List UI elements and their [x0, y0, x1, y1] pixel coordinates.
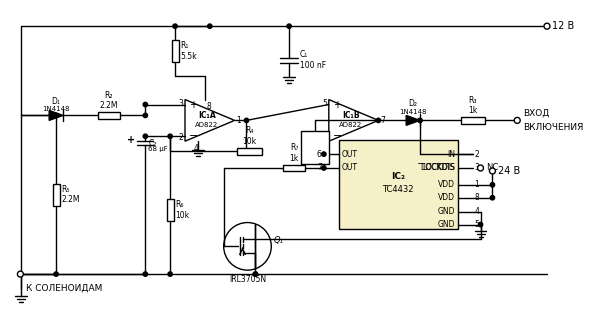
Circle shape	[208, 24, 212, 28]
Circle shape	[514, 118, 520, 123]
Text: OUT: OUT	[341, 150, 358, 158]
Circle shape	[253, 272, 257, 276]
Text: 1: 1	[475, 180, 479, 189]
Text: 5: 5	[322, 99, 327, 108]
Circle shape	[143, 103, 148, 107]
Text: 6: 6	[322, 133, 327, 142]
Text: 12 В: 12 В	[552, 21, 574, 31]
Bar	[167, 199, 173, 221]
Circle shape	[490, 168, 496, 174]
Text: ВХОД: ВХОД	[523, 109, 550, 118]
Text: 24 В: 24 В	[499, 166, 521, 176]
Text: −: −	[333, 131, 342, 141]
Text: VDD: VDD	[438, 193, 455, 202]
Polygon shape	[49, 111, 63, 120]
Text: LOCKDIS: LOCKDIS	[422, 163, 455, 173]
Circle shape	[168, 272, 172, 276]
Circle shape	[143, 113, 148, 118]
Circle shape	[322, 152, 326, 156]
Text: GND: GND	[437, 207, 455, 216]
Text: AD822: AD822	[339, 122, 362, 128]
Text: ̅L̅O̅C̅K̅D̅I̅S: ̅L̅O̅C̅K̅D̅I̅S	[422, 163, 455, 172]
Circle shape	[478, 165, 484, 171]
Polygon shape	[406, 116, 420, 125]
Text: К СОЛЕНОИДАМ: К СОЛЕНОИДАМ	[26, 284, 103, 293]
Text: 3: 3	[178, 99, 183, 108]
Text: +: +	[333, 99, 341, 110]
Circle shape	[17, 271, 23, 277]
Text: TC4432: TC4432	[382, 185, 414, 194]
Text: 3: 3	[475, 163, 479, 173]
Text: 7: 7	[380, 116, 385, 125]
Bar	[461, 117, 485, 124]
Circle shape	[322, 166, 326, 170]
Bar	[339, 140, 458, 229]
Bar	[53, 184, 59, 206]
Text: 5: 5	[475, 220, 479, 229]
Text: C₁
100 nF: C₁ 100 nF	[300, 50, 326, 70]
Text: R₆
10k: R₆ 10k	[176, 200, 190, 220]
Text: R₃
1k: R₃ 1k	[468, 95, 477, 115]
Text: 1N4148: 1N4148	[400, 110, 427, 116]
Circle shape	[287, 24, 292, 28]
Circle shape	[478, 222, 483, 227]
Text: 8: 8	[475, 193, 479, 202]
Circle shape	[544, 23, 550, 29]
Text: 4: 4	[475, 207, 479, 216]
Text: ВКЛЮЧЕНИЯ: ВКЛЮЧЕНИЯ	[523, 123, 584, 132]
Circle shape	[244, 118, 248, 123]
Circle shape	[490, 196, 494, 200]
Text: R₇
1k: R₇ 1k	[289, 143, 299, 162]
Text: +: +	[127, 135, 136, 145]
Bar	[236, 148, 262, 155]
Text: IN: IN	[447, 150, 455, 158]
Text: OUT: OUT	[341, 163, 358, 173]
Text: D₂: D₂	[409, 99, 418, 109]
Circle shape	[143, 134, 148, 138]
Text: Q₁: Q₁	[273, 236, 283, 245]
Text: AD822: AD822	[195, 122, 218, 128]
Text: 2: 2	[475, 150, 479, 158]
Circle shape	[54, 272, 58, 276]
Circle shape	[490, 183, 494, 187]
Circle shape	[54, 113, 58, 118]
Text: IC₁A: IC₁A	[198, 111, 215, 120]
Circle shape	[168, 134, 172, 138]
Circle shape	[376, 118, 380, 123]
Text: R₅
2.2M: R₅ 2.2M	[62, 185, 80, 204]
Text: 4: 4	[193, 144, 199, 153]
Circle shape	[143, 272, 148, 276]
Text: 1: 1	[236, 116, 241, 125]
Text: R₄
10k: R₄ 10k	[242, 126, 257, 146]
Text: D₁: D₁	[52, 96, 61, 106]
Text: IRL3705N: IRL3705N	[229, 275, 266, 284]
Text: R₁
5.5k: R₁ 5.5k	[181, 41, 197, 61]
Bar	[172, 40, 179, 62]
Circle shape	[418, 118, 422, 123]
Text: IC₂: IC₂	[391, 173, 405, 182]
Text: R₂
2.2M: R₂ 2.2M	[100, 90, 118, 110]
Text: 1N4148: 1N4148	[43, 107, 70, 113]
Text: IC₁B: IC₁B	[342, 111, 359, 120]
Text: +: +	[189, 99, 197, 110]
Text: 2: 2	[178, 133, 183, 142]
Bar	[301, 131, 329, 164]
Text: VDD: VDD	[438, 180, 455, 189]
Text: 7: 7	[317, 163, 322, 173]
Text: 6: 6	[317, 150, 322, 158]
Bar	[98, 112, 119, 119]
Text: GND: GND	[437, 220, 455, 229]
Circle shape	[173, 24, 177, 28]
Text: 68 μF: 68 μF	[148, 146, 168, 152]
Text: NC: NC	[487, 163, 499, 173]
Text: −: −	[189, 131, 199, 141]
Text: C₂: C₂	[148, 139, 157, 148]
Bar	[283, 164, 305, 172]
Circle shape	[253, 272, 257, 276]
Text: 8: 8	[207, 102, 212, 111]
